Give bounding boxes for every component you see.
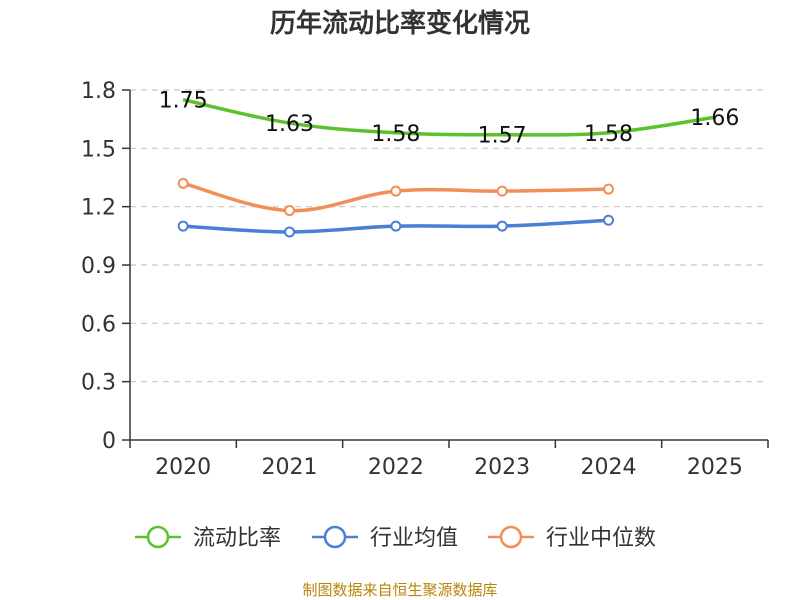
data-point: [496, 220, 508, 232]
legend-marker: [499, 525, 523, 549]
y-tick-label: 1.5: [81, 137, 116, 162]
data-label: 1.58: [584, 122, 633, 147]
data-label: 1.57: [478, 124, 527, 149]
grid-lines: [130, 89, 768, 383]
legend: 流动比率 行业均值 行业中位数: [135, 525, 656, 551]
data-point: [603, 214, 614, 226]
legend-label: 行业均值: [370, 526, 458, 551]
data-point: [284, 226, 295, 238]
legend-marker: [323, 525, 347, 549]
x-tick-label: 2023: [474, 455, 530, 480]
y-tick-label: 0: [102, 429, 116, 454]
x-tick-label: 2025: [687, 455, 743, 480]
source-note: 制图数据来自恒生聚源数据库: [302, 581, 497, 599]
data-point: [284, 205, 295, 217]
legend-label: 流动比率: [193, 526, 281, 551]
legend-marker: [146, 525, 170, 549]
data-point: [177, 220, 189, 232]
legend-label: 行业中位数: [546, 526, 656, 551]
data-point: [496, 185, 508, 197]
y-tick-label: 1.8: [81, 79, 116, 104]
data-label: 1.58: [371, 122, 420, 147]
y-tick-label: 1.2: [81, 196, 116, 221]
data-point: [390, 185, 402, 197]
y-tick-label: 0.3: [81, 371, 116, 396]
series-line-0: [182, 98, 716, 137]
data-point: [390, 220, 402, 232]
data-label: 1.75: [159, 89, 208, 114]
data-point: [177, 177, 189, 189]
axes: 0 0.3 0.6 0.9 1.2 1.5 1.8 2020 2021 2022 2023 2024 2…: [81, 79, 769, 480]
data-point: [603, 183, 614, 195]
y-tick-label: 0.6: [81, 312, 116, 337]
x-tick-label: 2024: [581, 455, 637, 480]
x-tick-label: 2022: [368, 455, 424, 480]
x-tick-label: 2021: [262, 455, 318, 480]
series-group: 1.75 1.63 1.58 1.57 1.58 1.66: [159, 89, 739, 238]
chart-title: 历年流动比率变化情况: [270, 8, 530, 39]
x-tick-label: 2020: [155, 455, 211, 480]
data-label: 1.63: [265, 112, 314, 137]
data-label: 1.66: [690, 106, 739, 131]
y-tick-label: 0.9: [81, 254, 116, 279]
